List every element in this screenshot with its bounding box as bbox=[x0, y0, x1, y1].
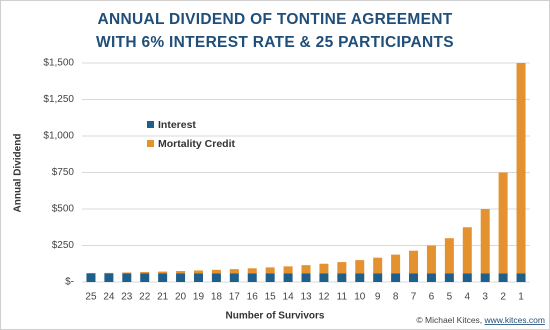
bar-segment bbox=[301, 265, 311, 274]
bar-segment bbox=[462, 227, 472, 274]
x-tick-label: 11 bbox=[337, 292, 348, 303]
bar-segment bbox=[355, 273, 365, 282]
bar-segment bbox=[283, 266, 293, 274]
bar-segment bbox=[265, 273, 275, 282]
bar-segment bbox=[176, 271, 186, 274]
x-tick-label: 9 bbox=[375, 292, 381, 303]
bar-segment bbox=[319, 263, 329, 274]
x-tick-label: 20 bbox=[175, 292, 187, 303]
x-tick-label: 10 bbox=[354, 292, 366, 303]
bar-segment bbox=[140, 273, 150, 282]
credit-text: © Michael Kitces, bbox=[416, 315, 484, 325]
x-tick-label: 22 bbox=[139, 292, 151, 303]
bar-segment bbox=[122, 272, 132, 274]
bar-segment bbox=[516, 63, 526, 274]
bar-segment bbox=[444, 238, 454, 274]
x-tick-label: 3 bbox=[482, 292, 488, 303]
bar-segment bbox=[301, 273, 311, 282]
x-tick-label: 14 bbox=[283, 292, 295, 303]
x-tick-label: 18 bbox=[211, 292, 223, 303]
x-tick-label: 1 bbox=[518, 292, 524, 303]
x-tick-label: 7 bbox=[411, 292, 417, 303]
bar-segment bbox=[229, 273, 239, 282]
x-tick-label: 17 bbox=[229, 292, 241, 303]
bar-segment bbox=[337, 262, 347, 274]
bar-segment bbox=[391, 273, 401, 282]
chart-title: ANNUAL DIVIDEND OF TONTINE AGREEMENT bbox=[98, 11, 453, 28]
y-tick-label: $250 bbox=[52, 240, 75, 251]
bar-segment bbox=[444, 273, 454, 282]
bar-segment bbox=[319, 273, 329, 282]
bar-segment bbox=[122, 273, 132, 282]
bar-segment bbox=[337, 273, 347, 282]
x-tick-label: 12 bbox=[318, 292, 330, 303]
x-tick-label: 23 bbox=[121, 292, 133, 303]
x-tick-label: 13 bbox=[300, 292, 312, 303]
credit-link[interactable]: www.kitces.com bbox=[484, 315, 545, 325]
bar-segment bbox=[104, 273, 114, 282]
bar-segment bbox=[355, 260, 365, 274]
y-tick-label: $1,000 bbox=[43, 131, 74, 142]
bar-segment bbox=[373, 257, 383, 274]
bar-segment bbox=[426, 245, 436, 274]
bar-segment bbox=[373, 273, 383, 282]
y-tick-label: $1,500 bbox=[43, 58, 74, 69]
x-tick-label: 6 bbox=[429, 292, 435, 303]
bar-segment bbox=[462, 273, 472, 282]
bar-segment bbox=[409, 273, 419, 282]
bar-segment bbox=[193, 273, 203, 282]
bar-segment bbox=[498, 172, 508, 274]
bar-segment bbox=[409, 250, 419, 274]
bar-segment bbox=[86, 273, 96, 282]
bar-segment bbox=[158, 271, 168, 274]
bar-segment bbox=[498, 273, 508, 282]
bar-segment bbox=[516, 273, 526, 282]
x-tick-label: 4 bbox=[464, 292, 470, 303]
x-tick-label: 21 bbox=[157, 292, 169, 303]
y-tick-label: $500 bbox=[52, 204, 75, 215]
bar-segment bbox=[211, 269, 221, 274]
legend-swatch bbox=[147, 140, 154, 147]
x-tick-label: 19 bbox=[193, 292, 205, 303]
y-axis-title: Annual Dividend bbox=[13, 134, 24, 213]
credit: © Michael Kitces, www.kitces.com bbox=[416, 315, 545, 325]
bar-segment bbox=[211, 273, 221, 282]
y-tick-label: $- bbox=[65, 277, 74, 288]
x-tick-label: 24 bbox=[103, 292, 115, 303]
x-tick-label: 5 bbox=[447, 292, 453, 303]
bar-segment bbox=[426, 273, 436, 282]
bar-segment bbox=[265, 267, 275, 274]
y-tick-label: $750 bbox=[52, 167, 75, 178]
bar-segment bbox=[193, 270, 203, 274]
x-tick-label: 15 bbox=[265, 292, 277, 303]
bar-segment bbox=[247, 268, 257, 274]
legend-label: Interest bbox=[158, 119, 196, 131]
x-tick-label: 2 bbox=[500, 292, 506, 303]
bar-segment bbox=[247, 273, 257, 282]
bar-segment bbox=[158, 273, 168, 282]
x-axis-title: Number of Survivors bbox=[226, 311, 325, 322]
bar-segment bbox=[391, 254, 401, 274]
chart-title: WITH 6% INTEREST RATE & 25 PARTICIPANTS bbox=[96, 34, 454, 51]
x-tick-label: 16 bbox=[247, 292, 259, 303]
legend-label: Mortality Credit bbox=[158, 138, 236, 150]
bar-segment bbox=[140, 272, 150, 274]
bar-segment bbox=[480, 273, 490, 282]
x-tick-label: 25 bbox=[85, 292, 97, 303]
bar-segment bbox=[229, 269, 239, 274]
x-tick-label: 8 bbox=[393, 292, 399, 303]
bar-segment bbox=[283, 273, 293, 282]
y-tick-label: $1,250 bbox=[43, 94, 74, 105]
bar-segment bbox=[176, 273, 186, 282]
bar-segment bbox=[480, 209, 490, 274]
legend-swatch bbox=[147, 121, 154, 128]
